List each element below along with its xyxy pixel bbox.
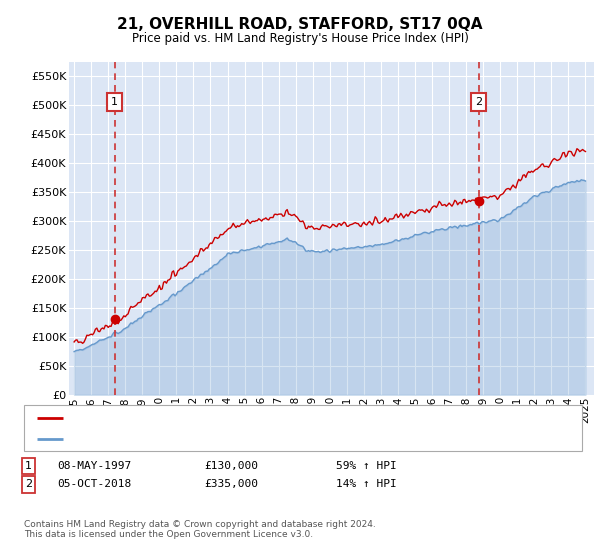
Text: 59% ↑ HPI: 59% ↑ HPI — [336, 461, 397, 471]
Text: 21, OVERHILL ROAD, STAFFORD, ST17 0QA (detached house): 21, OVERHILL ROAD, STAFFORD, ST17 0QA (d… — [69, 413, 404, 423]
Text: 08-MAY-1997: 08-MAY-1997 — [57, 461, 131, 471]
Text: Price paid vs. HM Land Registry's House Price Index (HPI): Price paid vs. HM Land Registry's House … — [131, 32, 469, 45]
Text: HPI: Average price, detached house, Stafford: HPI: Average price, detached house, Staf… — [69, 435, 315, 444]
Text: 21, OVERHILL ROAD, STAFFORD, ST17 0QA: 21, OVERHILL ROAD, STAFFORD, ST17 0QA — [117, 17, 483, 32]
Text: 1: 1 — [25, 461, 32, 471]
Text: £335,000: £335,000 — [204, 479, 258, 489]
Text: 2: 2 — [25, 479, 32, 489]
Text: 1: 1 — [111, 97, 118, 107]
Text: 14% ↑ HPI: 14% ↑ HPI — [336, 479, 397, 489]
Text: 05-OCT-2018: 05-OCT-2018 — [57, 479, 131, 489]
Text: £130,000: £130,000 — [204, 461, 258, 471]
Text: Contains HM Land Registry data © Crown copyright and database right 2024.
This d: Contains HM Land Registry data © Crown c… — [24, 520, 376, 539]
Text: 2: 2 — [475, 97, 482, 107]
